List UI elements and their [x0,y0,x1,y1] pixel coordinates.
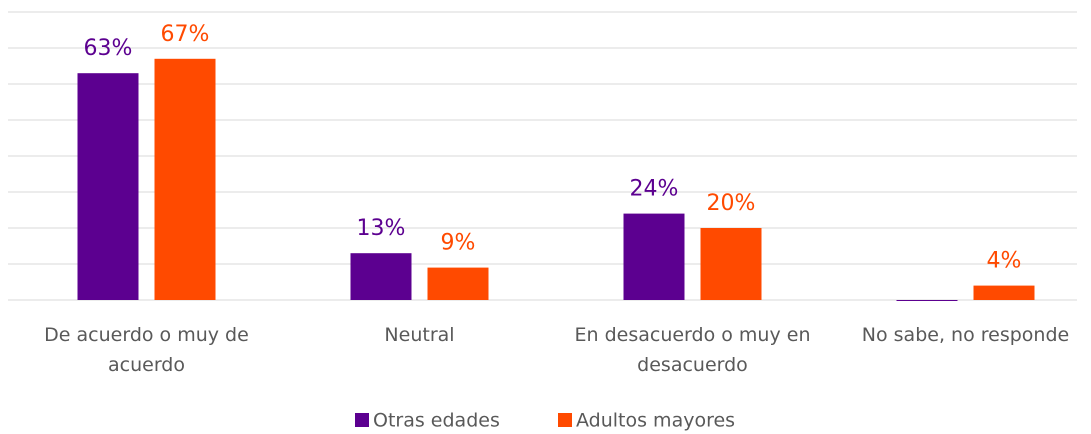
legend-label: Adultos mayores [576,410,735,432]
legend-label: Otras edades [373,410,500,432]
bar [427,267,489,300]
legend-swatch [355,413,369,427]
bar [154,58,216,300]
bar [973,285,1035,300]
legend-swatch [558,413,572,427]
x-tick-label: No sabe, no responde [861,324,1070,346]
data-label: 20% [707,191,756,216]
bar [623,213,685,300]
x-tick-label: De acuerdo o muy de acuerdo [44,324,249,376]
data-label: 9% [441,231,476,256]
data-label: 67% [161,22,210,47]
bar [350,253,412,300]
data-label: 4% [987,249,1022,274]
data-label: 24% [630,177,679,202]
x-tick-label: En desacuerdo o muy en desacuerdo [574,324,811,376]
bar [700,228,762,300]
data-label: 63% [84,36,133,61]
data-label: 13% [357,216,406,241]
bar [77,73,139,300]
bar [896,300,958,301]
x-tick-label: Neutral [384,324,455,346]
